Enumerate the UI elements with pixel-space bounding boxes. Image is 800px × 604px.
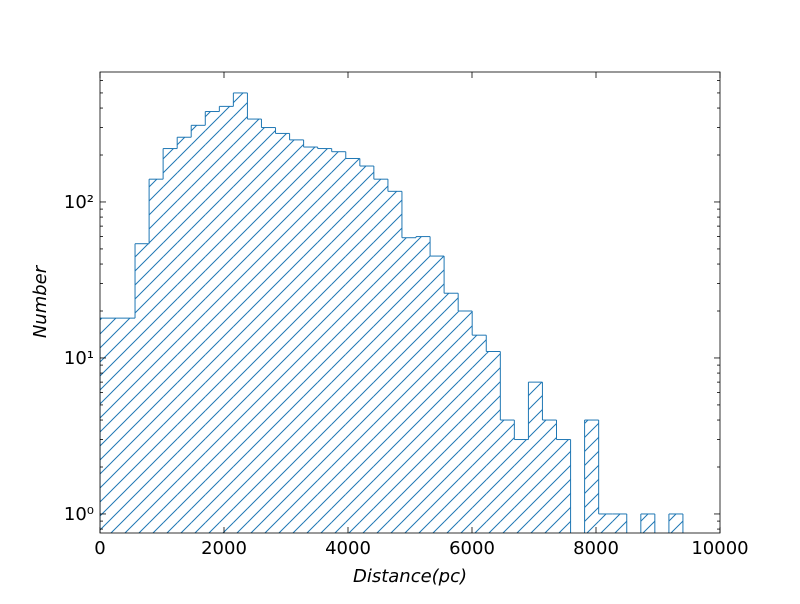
bar (135, 243, 150, 533)
bar (584, 420, 599, 533)
bar (261, 127, 276, 533)
bar (444, 293, 459, 533)
bar (472, 335, 487, 533)
bar (100, 318, 136, 533)
plot-area (100, 92, 684, 533)
bar (163, 148, 178, 533)
x-tick-label: 8000 (573, 538, 619, 559)
x-axis-label: Distance(pc) (353, 566, 467, 587)
bar (528, 382, 543, 533)
bar (401, 237, 417, 533)
y-axis-label: Number (30, 264, 51, 338)
bar (556, 439, 571, 533)
bar (373, 179, 388, 533)
bar (500, 420, 515, 533)
bar (668, 513, 683, 533)
x-tick-label: 4000 (325, 538, 371, 559)
bar (191, 125, 206, 533)
x-tick-label: 6000 (449, 538, 495, 559)
bar (289, 139, 304, 533)
bar (177, 137, 192, 533)
bar (598, 513, 613, 533)
bar (542, 420, 557, 533)
y-tick-label: 10⁰ (64, 504, 94, 525)
bar (486, 351, 501, 533)
bar (219, 106, 234, 533)
bar (345, 158, 360, 533)
bar (612, 513, 627, 533)
bar (514, 439, 529, 533)
bar (149, 179, 164, 533)
bar (331, 151, 346, 533)
bar (303, 147, 318, 533)
y-tick-label: 10¹ (64, 348, 94, 369)
bar (359, 166, 374, 533)
bar (275, 133, 290, 533)
bar (430, 256, 445, 533)
bar (317, 148, 332, 533)
axes-frame (99, 71, 721, 534)
bar (387, 191, 402, 533)
bar (640, 513, 655, 533)
bar (233, 92, 248, 533)
bar (247, 119, 262, 533)
bar (416, 236, 431, 533)
bar (458, 311, 473, 533)
x-tick-label: 0 (94, 538, 105, 559)
bar (205, 111, 220, 533)
x-tick-label: 10000 (691, 538, 748, 559)
y-tick-label: 10² (64, 192, 94, 213)
x-tick-label: 2000 (201, 538, 247, 559)
